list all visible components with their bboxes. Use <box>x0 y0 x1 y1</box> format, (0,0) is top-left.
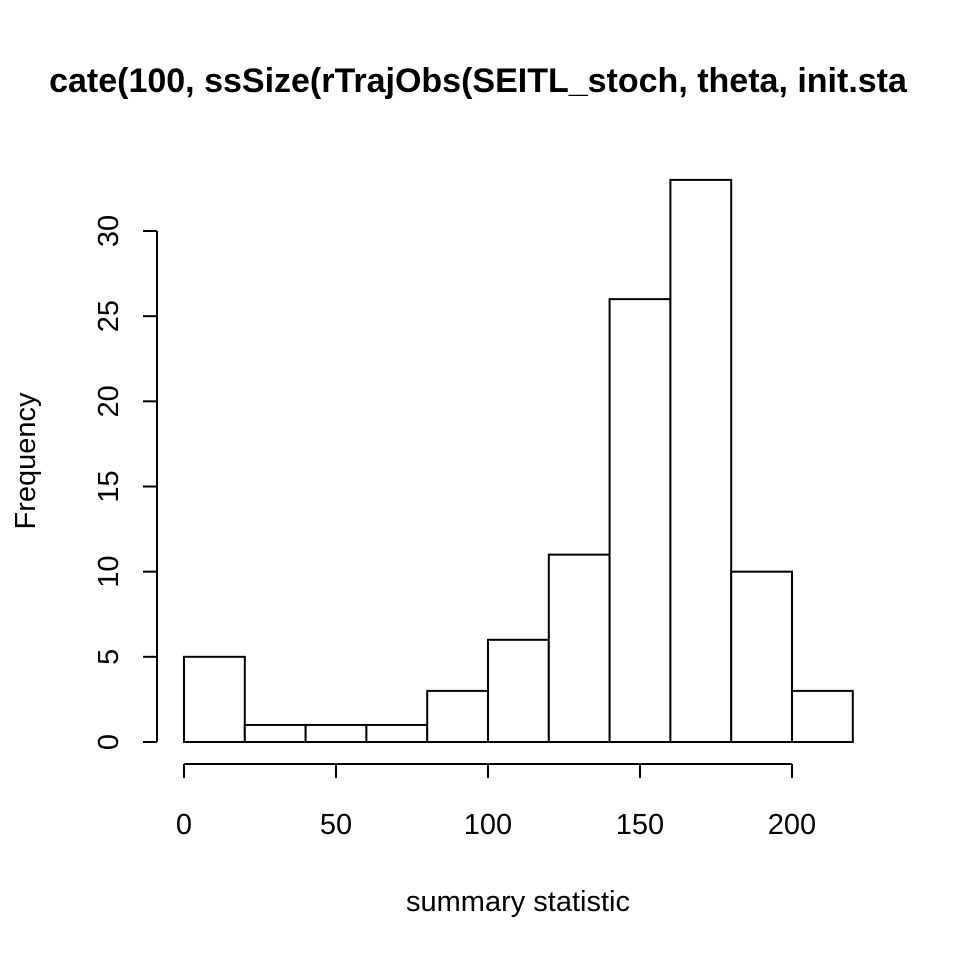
y-axis: 0 5 10 15 20 25 30 <box>93 215 158 750</box>
bars-group <box>183 178 854 744</box>
x-tick-label-50: 50 <box>320 809 352 841</box>
x-tick-label-200: 200 <box>768 809 816 841</box>
histogram-bar-2 <box>304 723 368 744</box>
histogram-bar-5 <box>487 638 550 743</box>
x-axis-label: summary statistic <box>406 886 630 918</box>
histogram-bar-8 <box>669 178 733 743</box>
y-tick-label-25: 25 <box>93 300 125 332</box>
histogram-bar-6 <box>547 553 611 744</box>
histogram-bar-9 <box>730 570 794 744</box>
y-tick-label-30: 30 <box>93 215 125 247</box>
histogram-bar-10 <box>791 689 854 744</box>
histogram-bar-3 <box>365 723 429 744</box>
histogram-bar-7 <box>608 298 672 743</box>
x-tick-label-150: 150 <box>616 809 664 841</box>
x-tick-label-0: 0 <box>176 809 192 841</box>
histogram-bar-0 <box>183 655 246 743</box>
y-tick-label-0: 0 <box>93 734 125 750</box>
histogram-bar-4 <box>426 689 490 744</box>
y-tick-label-15: 15 <box>93 470 125 502</box>
histogram-bar-1 <box>243 723 307 744</box>
chart-title: cate(100, ssSize(rTrajObs(SEITL_stoch, t… <box>49 62 908 100</box>
y-tick-label-5: 5 <box>93 649 125 665</box>
y-axis-label: Frequency <box>10 392 42 530</box>
x-axis: 0 50 100 150 200 <box>176 763 816 841</box>
x-tick-label-100: 100 <box>464 809 512 841</box>
y-tick-label-20: 20 <box>93 385 125 417</box>
y-tick-label-10: 10 <box>93 556 125 588</box>
